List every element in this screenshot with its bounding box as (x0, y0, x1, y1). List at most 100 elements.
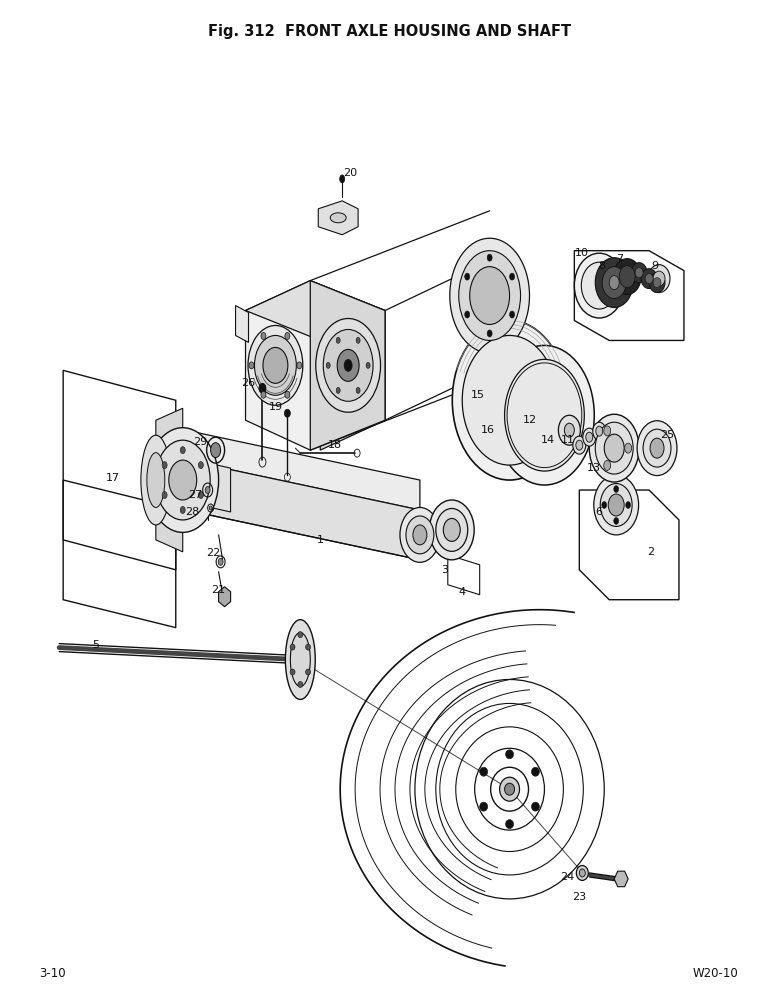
Ellipse shape (487, 254, 492, 261)
Ellipse shape (614, 486, 619, 493)
Text: 29: 29 (193, 437, 208, 447)
Ellipse shape (330, 213, 346, 223)
Ellipse shape (284, 409, 291, 417)
Ellipse shape (573, 436, 586, 454)
Text: 7: 7 (615, 253, 622, 263)
Ellipse shape (631, 262, 647, 282)
Ellipse shape (531, 767, 539, 776)
Ellipse shape (323, 329, 373, 401)
Ellipse shape (564, 423, 574, 437)
Polygon shape (235, 305, 249, 342)
Ellipse shape (604, 426, 611, 436)
Text: 5: 5 (93, 640, 100, 650)
Ellipse shape (650, 438, 664, 458)
Ellipse shape (602, 266, 626, 298)
Ellipse shape (637, 421, 677, 476)
Ellipse shape (574, 253, 624, 318)
Ellipse shape (255, 335, 296, 395)
Text: 25: 25 (660, 430, 674, 440)
Text: 11: 11 (560, 435, 574, 445)
Ellipse shape (559, 415, 580, 445)
Ellipse shape (653, 271, 665, 286)
Ellipse shape (315, 318, 380, 412)
Ellipse shape (285, 332, 290, 339)
Ellipse shape (648, 264, 670, 292)
Ellipse shape (413, 525, 427, 545)
Ellipse shape (580, 869, 585, 877)
Polygon shape (185, 430, 420, 510)
Ellipse shape (653, 277, 661, 287)
Text: 10: 10 (576, 248, 589, 257)
Ellipse shape (459, 250, 520, 340)
Ellipse shape (576, 865, 588, 880)
Ellipse shape (337, 349, 359, 381)
Ellipse shape (596, 426, 603, 436)
Ellipse shape (626, 501, 631, 508)
Text: 6: 6 (596, 507, 603, 517)
Ellipse shape (608, 494, 624, 516)
Ellipse shape (400, 507, 440, 562)
Text: 20: 20 (343, 168, 358, 178)
Text: 22: 22 (206, 548, 220, 558)
Ellipse shape (290, 644, 295, 650)
Ellipse shape (248, 325, 303, 405)
Ellipse shape (162, 492, 167, 499)
Ellipse shape (199, 462, 203, 469)
Text: 23: 23 (573, 892, 587, 902)
Ellipse shape (645, 273, 653, 283)
Ellipse shape (249, 362, 254, 369)
Ellipse shape (505, 783, 515, 795)
Ellipse shape (326, 362, 330, 368)
Text: W20-10: W20-10 (693, 967, 738, 980)
Text: 27: 27 (189, 490, 203, 500)
Ellipse shape (509, 311, 515, 318)
Ellipse shape (531, 802, 539, 811)
Ellipse shape (263, 347, 288, 383)
Ellipse shape (643, 429, 671, 467)
Ellipse shape (470, 266, 509, 324)
Ellipse shape (297, 362, 301, 369)
Polygon shape (245, 280, 385, 340)
Text: 2: 2 (647, 547, 654, 557)
Ellipse shape (614, 517, 619, 524)
Polygon shape (320, 310, 385, 450)
Text: 19: 19 (268, 402, 283, 412)
Ellipse shape (581, 262, 617, 309)
Ellipse shape (285, 391, 290, 398)
Ellipse shape (604, 460, 611, 470)
Ellipse shape (209, 506, 212, 510)
Ellipse shape (290, 669, 295, 675)
Ellipse shape (480, 767, 488, 776)
Ellipse shape (499, 777, 520, 801)
Ellipse shape (435, 508, 467, 551)
Ellipse shape (141, 435, 171, 525)
Ellipse shape (619, 265, 635, 287)
Text: 14: 14 (541, 435, 555, 445)
Text: 12: 12 (523, 415, 537, 425)
Ellipse shape (305, 669, 311, 675)
Polygon shape (614, 871, 628, 886)
Ellipse shape (406, 516, 434, 554)
Ellipse shape (453, 320, 567, 480)
Polygon shape (245, 280, 385, 450)
Polygon shape (156, 408, 183, 552)
Ellipse shape (147, 428, 219, 532)
Ellipse shape (285, 620, 315, 700)
Ellipse shape (344, 359, 352, 371)
Text: 4: 4 (458, 587, 465, 597)
Ellipse shape (506, 819, 513, 828)
Ellipse shape (337, 387, 340, 393)
Ellipse shape (429, 500, 474, 560)
Text: 3-10: 3-10 (39, 967, 66, 980)
Ellipse shape (595, 422, 633, 474)
Ellipse shape (443, 518, 460, 541)
Ellipse shape (155, 440, 210, 520)
Ellipse shape (635, 267, 643, 277)
Ellipse shape (509, 273, 515, 280)
Polygon shape (319, 201, 358, 235)
Text: 26: 26 (241, 378, 256, 388)
Ellipse shape (210, 443, 220, 458)
Ellipse shape (305, 644, 311, 650)
Ellipse shape (356, 337, 360, 343)
Text: 15: 15 (471, 390, 485, 400)
